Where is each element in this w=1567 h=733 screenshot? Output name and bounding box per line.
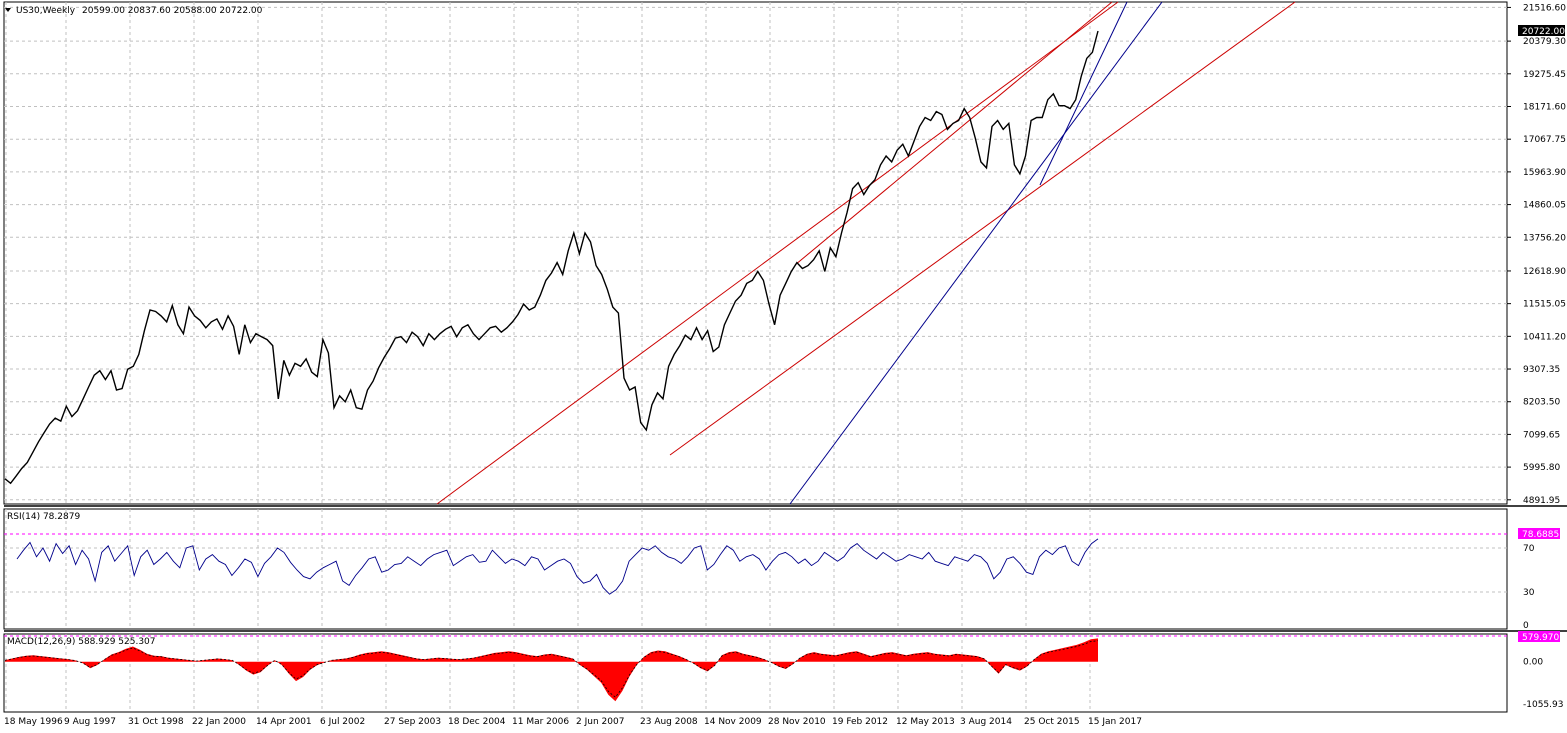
y-tick-label: 21516.60	[1523, 3, 1566, 13]
x-tick-label: 31 Oct 1998	[128, 717, 184, 727]
channel-lower-red	[669, 1, 1296, 456]
y-tick-label: 13756.20	[1523, 233, 1566, 243]
macd-tick-label: -1055.93	[1523, 700, 1563, 710]
ohlc-readout: 20599.00 20837.60 20588.00 20722.00	[82, 6, 263, 16]
x-tick-label: 14 Apr 2001	[256, 717, 312, 727]
x-tick-label: 22 Jan 2000	[192, 717, 246, 727]
price-line	[4, 30, 1099, 485]
rsi-tick-label: 0	[1523, 621, 1529, 631]
macd-histogram	[5, 638, 1098, 702]
dropdown-triangle-icon[interactable]	[5, 8, 11, 12]
channel-mid-red	[794, 1, 1113, 266]
x-tick-label: 27 Sep 2003	[384, 717, 441, 727]
y-tick-label: 10411.20	[1523, 332, 1566, 342]
series-layer	[4, 30, 1099, 702]
x-tick-label: 2 Jun 2007	[576, 717, 624, 727]
channel-upper-red	[436, 1, 1119, 505]
y-tick-label: 7099.65	[1523, 430, 1560, 440]
y-tick-label: 8203.50	[1523, 398, 1560, 408]
rsi-tag: 78.6885	[1522, 530, 1559, 540]
rsi-tag-box	[1518, 528, 1560, 539]
y-tick-label: 9307.35	[1523, 365, 1560, 375]
x-tick-label: 28 Nov 2010	[768, 717, 826, 727]
trendline-blue-outer	[789, 1, 1163, 505]
rsi-tick-label: 30	[1523, 588, 1535, 598]
x-tick-label: 14 Nov 2009	[704, 717, 762, 727]
x-tick-label: 3 Aug 2014	[960, 717, 1012, 727]
macd-tag-box	[1518, 631, 1560, 642]
macd-tag: 579.970	[1522, 633, 1559, 643]
grid-layer	[3, 1, 1567, 713]
macd-title: MACD(12,26,9) 588.929 525.307	[7, 637, 156, 647]
x-tick-label: 25 Oct 2015	[1024, 717, 1080, 727]
x-tick-label: 18 May 1996	[4, 717, 63, 727]
x-tick-label: 12 May 2013	[896, 717, 955, 727]
y-tick-label: 4891.95	[1523, 496, 1560, 506]
rsi-line	[16, 538, 1099, 595]
x-tick-label: 9 Aug 1997	[64, 717, 116, 727]
y-tick-label: 17067.75	[1523, 135, 1566, 145]
y-tick-label: 20379.30	[1523, 37, 1566, 47]
x-tick-label: 11 Mar 2006	[512, 717, 569, 727]
axis-layer: 18 May 1996 9 Aug 1997 31 Oct 1998 22 Jan 2…	[4, 3, 1566, 727]
x-tick-label: 18 Dec 2004	[448, 717, 506, 727]
price-tag: 20722.00	[1522, 27, 1565, 37]
x-tick-label: 19 Feb 2012	[832, 717, 888, 727]
price-tag-box	[1518, 25, 1565, 36]
y-tick-label: 18171.60	[1523, 102, 1566, 112]
x-tick-label: 23 Aug 2008	[640, 717, 698, 727]
y-tick-label: 15963.90	[1523, 168, 1566, 178]
price-panel-frame	[3, 1, 1508, 505]
macd-panel-frame	[3, 633, 1508, 713]
y-tick-label: 5995.80	[1523, 463, 1560, 473]
y-tick-label: 12618.90	[1523, 267, 1566, 277]
rsi-title: RSI(14) 78.2879	[7, 512, 80, 522]
rsi-panel-frame	[3, 508, 1508, 630]
y-tick-label: 11515.05	[1523, 300, 1566, 310]
y-tick-label: 19275.45	[1523, 70, 1566, 80]
trendline-layer	[4, 1, 1507, 637]
macd-tick-label: 0.00	[1523, 658, 1543, 668]
macd-signal-line	[4, 640, 1099, 698]
y-tick-label: 14860.05	[1523, 201, 1566, 211]
x-tick-label: 15 Jan 2017	[1088, 717, 1142, 727]
rsi-tick-label: 70	[1523, 544, 1535, 554]
symbol-title: US30,Weekly	[16, 6, 76, 16]
x-tick-label: 6 Jul 2002	[320, 717, 365, 727]
trendline-blue-inner	[1039, 1, 1128, 186]
